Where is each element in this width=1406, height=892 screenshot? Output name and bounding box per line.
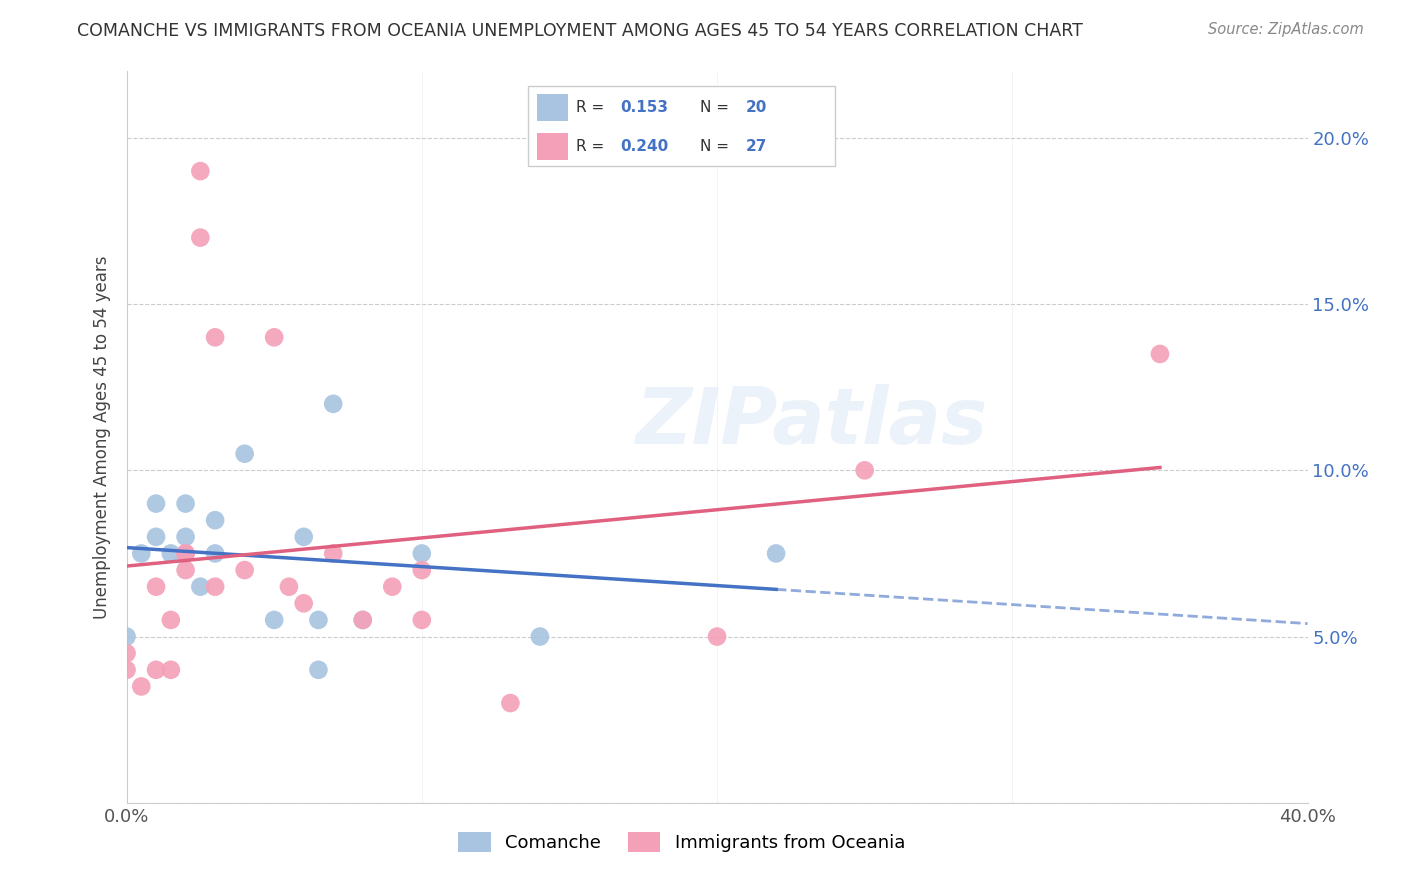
Point	[160, 613, 183, 627]
Point	[411, 613, 433, 627]
Point	[115, 630, 138, 644]
Point	[411, 546, 433, 560]
Point	[174, 530, 197, 544]
Text: ZIPatlas: ZIPatlas	[636, 384, 987, 460]
Point	[129, 546, 153, 560]
Point	[263, 613, 285, 627]
Point	[188, 164, 212, 178]
Point	[174, 546, 197, 560]
Point	[352, 613, 374, 627]
Point	[115, 663, 138, 677]
Point	[263, 330, 285, 344]
Point	[145, 580, 167, 594]
Point	[292, 596, 315, 610]
Point	[174, 563, 197, 577]
Point	[233, 563, 256, 577]
Point	[204, 580, 226, 594]
Point	[411, 563, 433, 577]
Point	[381, 580, 404, 594]
Point	[278, 580, 301, 594]
Point	[322, 397, 344, 411]
Point	[706, 630, 728, 644]
Point	[174, 546, 197, 560]
Point	[204, 330, 226, 344]
Point	[352, 613, 374, 627]
Point	[145, 663, 167, 677]
Point	[188, 230, 212, 244]
Y-axis label: Unemployment Among Ages 45 to 54 years: Unemployment Among Ages 45 to 54 years	[93, 255, 111, 619]
Point	[160, 546, 183, 560]
Point	[115, 646, 138, 660]
Point	[233, 447, 256, 461]
Point	[292, 530, 315, 544]
Point	[145, 497, 167, 511]
Point	[765, 546, 787, 560]
Text: Source: ZipAtlas.com: Source: ZipAtlas.com	[1208, 22, 1364, 37]
Point	[322, 546, 344, 560]
Point	[529, 630, 551, 644]
Point	[1149, 347, 1171, 361]
Point	[308, 663, 330, 677]
Point	[204, 546, 226, 560]
Point	[499, 696, 522, 710]
Text: COMANCHE VS IMMIGRANTS FROM OCEANIA UNEMPLOYMENT AMONG AGES 45 TO 54 YEARS CORRE: COMANCHE VS IMMIGRANTS FROM OCEANIA UNEM…	[77, 22, 1083, 40]
Point	[853, 463, 876, 477]
Point	[160, 663, 183, 677]
Point	[145, 530, 167, 544]
Point	[174, 497, 197, 511]
Point	[204, 513, 226, 527]
Point	[308, 613, 330, 627]
Point	[188, 580, 212, 594]
Legend: Comanche, Immigrants from Oceania: Comanche, Immigrants from Oceania	[451, 824, 912, 860]
Point	[129, 680, 153, 694]
